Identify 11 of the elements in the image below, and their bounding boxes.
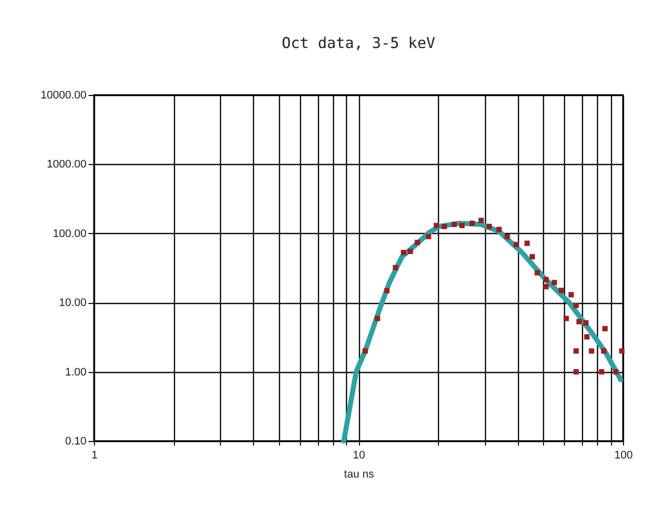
x-tick-label: 10 bbox=[352, 450, 366, 462]
y-tick-label: 1000.00 bbox=[46, 158, 86, 171]
y-tick-label: 0.10 bbox=[65, 436, 86, 448]
x-tick-label: 100 bbox=[614, 450, 633, 462]
x-axis-title: tau ns bbox=[344, 468, 374, 480]
x-tick-label: 1 bbox=[91, 450, 98, 462]
chart-title: Oct data, 3-5 keV bbox=[282, 34, 436, 52]
y-tick-label: 10000.00 bbox=[40, 90, 86, 102]
y-tick-label: 1.00 bbox=[65, 366, 86, 378]
y-tick-label: 10.00 bbox=[58, 297, 86, 310]
y-tick-label: 100.00 bbox=[52, 228, 86, 240]
